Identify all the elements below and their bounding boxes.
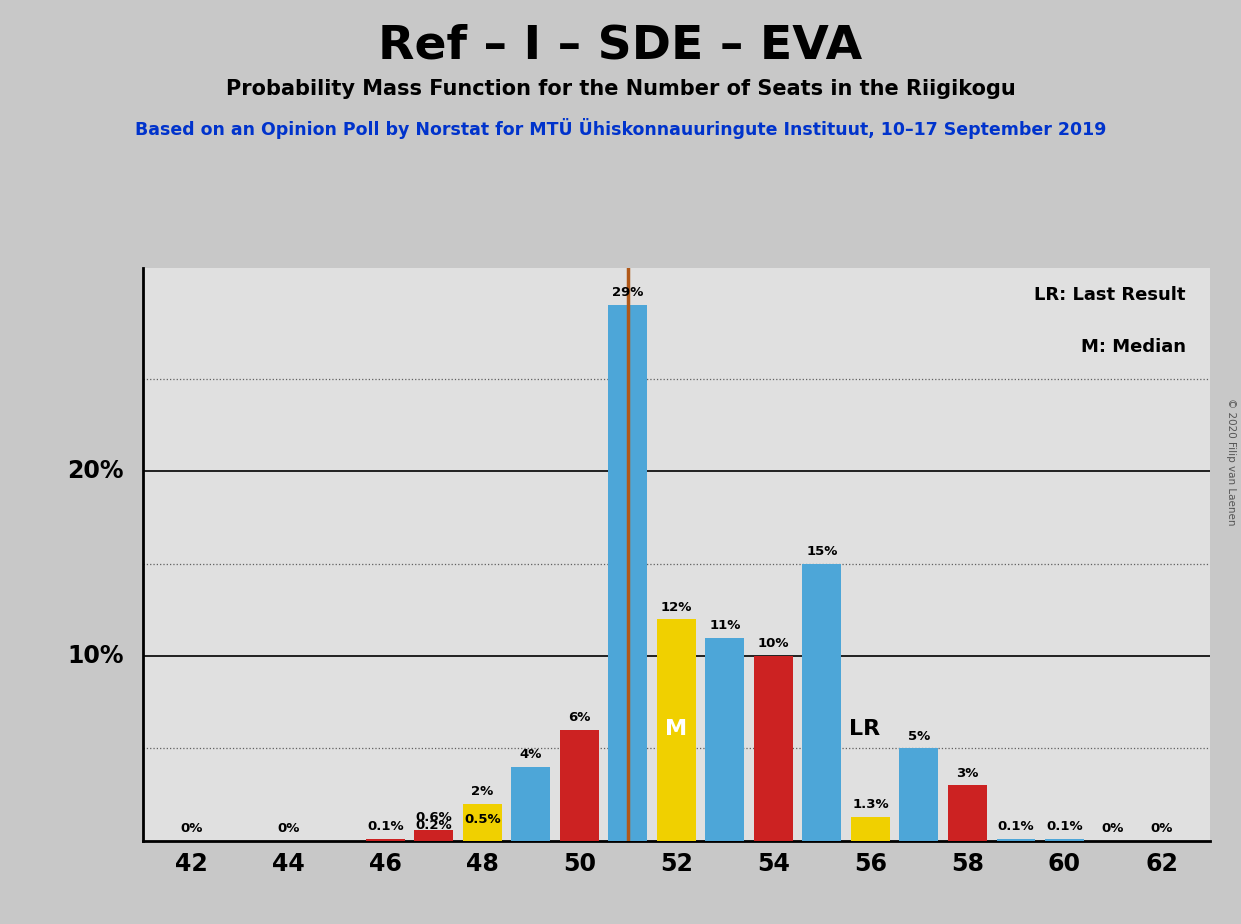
Text: LR: Last Result: LR: Last Result [1034,286,1185,304]
Text: 0.2%: 0.2% [416,819,452,832]
Text: Probability Mass Function for the Number of Seats in the Riigikogu: Probability Mass Function for the Number… [226,79,1015,99]
Text: © 2020 Filip van Laenen: © 2020 Filip van Laenen [1226,398,1236,526]
Text: 3%: 3% [957,767,979,780]
Bar [463,804,501,841]
Text: 10%: 10% [67,644,124,668]
Bar [656,619,696,841]
Text: 1.3%: 1.3% [853,798,889,811]
Bar [1045,839,1083,841]
Text: 29%: 29% [612,286,644,299]
Bar [414,830,453,841]
Text: 0%: 0% [180,822,202,835]
Text: 12%: 12% [660,601,692,614]
Text: 5%: 5% [907,730,930,743]
Bar [900,748,938,841]
Text: 20%: 20% [67,459,124,483]
Text: 15%: 15% [807,545,838,558]
Text: LR: LR [849,719,880,739]
Text: 10%: 10% [757,638,789,650]
Text: 0.6%: 0.6% [416,811,452,824]
Text: 6%: 6% [568,711,591,724]
Bar [997,839,1035,841]
Bar [366,839,405,841]
Bar [948,785,987,841]
Bar [414,837,453,841]
Text: Based on an Opinion Poll by Norstat for MTÜ Ühiskonnauuringute Instituut, 10–17 : Based on an Opinion Poll by Norstat for … [135,118,1106,140]
Bar [511,767,550,841]
Bar [851,817,890,841]
Bar [608,305,648,841]
Text: 0.1%: 0.1% [998,821,1034,833]
Text: 11%: 11% [709,619,741,632]
Bar [755,656,793,841]
Bar [705,638,745,841]
Text: 0%: 0% [1102,822,1124,835]
Bar [803,564,841,841]
Text: M: Median: M: Median [1081,338,1185,356]
Text: 0%: 0% [277,822,299,835]
Text: 0.1%: 0.1% [367,821,403,833]
Text: 0.5%: 0.5% [464,813,500,826]
Text: 0.1%: 0.1% [1046,821,1082,833]
Text: 0%: 0% [1150,822,1173,835]
Text: 4%: 4% [520,748,542,761]
Bar [560,730,598,841]
Text: Ref – I – SDE – EVA: Ref – I – SDE – EVA [379,23,862,68]
Bar [463,832,501,841]
Text: 2%: 2% [472,785,494,798]
Text: M: M [665,719,688,739]
